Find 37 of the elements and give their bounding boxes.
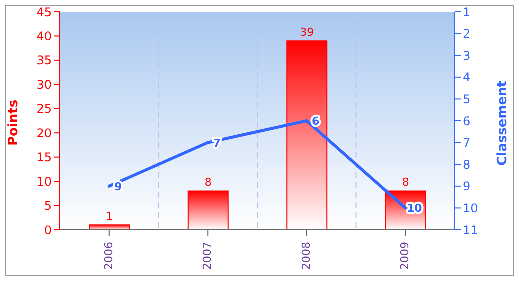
x-tick-label: 2009 [398, 242, 412, 270]
y-axis-title: Points [6, 100, 22, 146]
bar [89, 224, 130, 230]
y2-tick-label: 8 [463, 158, 471, 172]
y-tick-label: 5 [44, 199, 52, 214]
y-tick-label: 15 [36, 150, 52, 165]
y-tick-label: 0 [44, 223, 52, 238]
y2-tick-label: 7 [463, 136, 471, 150]
data-label: 10 [406, 202, 423, 216]
data-label: 1 [106, 210, 114, 224]
y2-tick-label: 9 [463, 180, 471, 194]
bar [286, 40, 328, 230]
y-tick-label: 35 [36, 54, 52, 68]
data-label: 8 [402, 176, 410, 190]
data-label: 6 [312, 115, 320, 128]
x-tick-label: 2008 [300, 242, 313, 270]
x-tick-label: 2006 [102, 242, 116, 270]
y2-axis-title: Classement [496, 81, 511, 166]
y-tick-label: 10 [36, 174, 52, 189]
x-tick-label: 2007 [201, 242, 214, 270]
y-tick-label: 45 [36, 5, 52, 20]
y-tick-label: 40 [36, 29, 52, 44]
bar [188, 190, 229, 230]
data-label: 9 [114, 180, 122, 194]
y-tick-label: 30 [36, 78, 52, 92]
data-label: 8 [204, 176, 212, 190]
y2-tick-label: 5 [463, 92, 471, 106]
y-tick-label: 20 [36, 126, 52, 140]
y2-tick-label: 10 [463, 201, 478, 216]
y2-tick-label: 4 [463, 70, 471, 85]
y2-tick-label: 3 [463, 48, 471, 63]
y2-tick-label: 1 [463, 5, 471, 20]
y2-tick-label: 6 [463, 114, 471, 128]
y-tick-label: 25 [36, 102, 52, 116]
y2-tick-label: 2 [463, 27, 471, 42]
data-label: 39 [300, 26, 314, 40]
y2-tick-label: 11 [463, 223, 478, 238]
